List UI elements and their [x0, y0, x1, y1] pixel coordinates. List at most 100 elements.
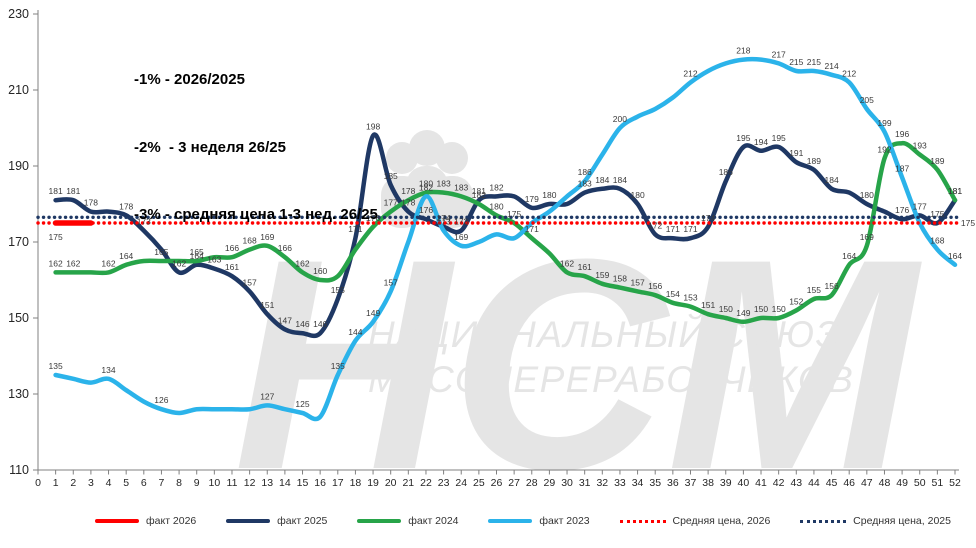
- data-label: 169: [260, 232, 274, 242]
- data-label: 165: [154, 247, 168, 257]
- x-tick-label: 48: [879, 477, 891, 489]
- data-label: 171: [666, 224, 680, 234]
- x-tick-label: 25: [473, 477, 485, 489]
- x-tick-label: 13: [261, 477, 273, 489]
- data-label: 179: [525, 194, 539, 204]
- data-label: 168: [243, 236, 257, 246]
- data-label: 127: [260, 391, 274, 401]
- x-tick-label: 28: [526, 477, 538, 489]
- x-tick-label: 18: [350, 477, 362, 489]
- data-label: 157: [243, 277, 257, 287]
- data-label: 198: [366, 122, 380, 132]
- y-tick-label: 130: [8, 387, 29, 401]
- data-label: 212: [842, 68, 856, 78]
- data-label: 175: [961, 218, 975, 228]
- y-tick-label: 110: [9, 463, 29, 477]
- x-tick-label: 8: [176, 477, 182, 489]
- data-label: 164: [119, 251, 133, 261]
- x-tick-label: 11: [227, 477, 238, 489]
- data-label: 185: [384, 171, 398, 181]
- series-line-1: [53, 132, 958, 339]
- data-label: 157: [631, 277, 645, 287]
- data-label: 182: [472, 190, 486, 200]
- series-line-2: [53, 140, 958, 325]
- x-tick-label: 22: [420, 477, 432, 489]
- annotation-block: -1% - 2026/2025 -2% - 3 неделя 26/25 -3%…: [134, 24, 378, 272]
- x-tick-label: 51: [932, 477, 944, 489]
- data-label: 180: [419, 179, 433, 189]
- data-label: 173: [437, 217, 451, 227]
- x-tick-label: 7: [159, 477, 165, 489]
- x-tick-label: 27: [508, 477, 520, 489]
- annotation-line-3: -3% - средняя цена 1-3 нед. 26/25: [134, 206, 378, 223]
- x-tick-label: 3: [88, 477, 94, 489]
- data-label: 166: [225, 243, 239, 253]
- legend-item-4: Средняя цена, 2026: [619, 515, 771, 527]
- data-label: 135: [49, 361, 63, 371]
- data-label: 215: [807, 57, 821, 67]
- legend-label: факт 2025: [277, 515, 328, 527]
- x-tick-label: 29: [544, 477, 556, 489]
- data-label: 178: [401, 198, 415, 208]
- data-label: 151: [701, 300, 715, 310]
- x-tick-label: 46: [843, 477, 855, 489]
- legend-item-2: факт 2024: [357, 515, 459, 527]
- x-tick-label: 19: [367, 477, 379, 489]
- data-label: 161: [578, 262, 592, 272]
- data-label: 135: [331, 361, 345, 371]
- data-label: 178: [401, 186, 415, 196]
- legend-swatch-dotted: [619, 519, 666, 523]
- data-label: 164: [948, 251, 962, 261]
- x-tick-label: 32: [596, 477, 608, 489]
- data-label: 155: [807, 285, 821, 295]
- data-label: 160: [313, 266, 327, 276]
- x-tick-label: 20: [385, 477, 397, 489]
- x-tick-label: 44: [808, 477, 820, 489]
- x-tick-label: 38: [702, 477, 714, 489]
- x-tick-label: 34: [632, 477, 644, 489]
- legend-swatch-solid: [226, 518, 271, 524]
- data-label: 178: [119, 201, 133, 211]
- x-tick-label: 10: [209, 477, 221, 489]
- x-tick-label: 39: [720, 477, 732, 489]
- data-label: 162: [66, 258, 80, 268]
- data-label: 175: [507, 209, 521, 219]
- data-label: 176: [895, 205, 909, 215]
- data-label: 177: [384, 198, 398, 208]
- data-label: 156: [648, 281, 662, 291]
- data-label: 164: [842, 251, 856, 261]
- y-tick-label: 230: [8, 7, 29, 21]
- data-label: 181: [948, 186, 962, 196]
- data-label: 162: [560, 258, 574, 268]
- data-label: 154: [666, 289, 680, 299]
- axes: [33, 10, 959, 475]
- legend-label: факт 2023: [539, 515, 590, 527]
- annotation-line-1: -1% - 2026/2025: [134, 71, 245, 88]
- data-label: 182: [419, 182, 433, 192]
- data-label: 173: [454, 217, 468, 227]
- data-label: 184: [595, 175, 609, 185]
- data-label: 173: [137, 217, 151, 227]
- y-tick-label: 190: [8, 159, 29, 173]
- x-tick-label: 15: [297, 477, 309, 489]
- data-label: 181: [948, 186, 962, 196]
- data-label: 214: [825, 61, 839, 71]
- data-label: 171: [683, 224, 697, 234]
- x-tick-label: 5: [123, 477, 129, 489]
- data-label: 162: [49, 258, 63, 268]
- legend-item-5: Средняя цена, 2025: [800, 515, 951, 527]
- x-tick-label: 24: [455, 477, 467, 489]
- x-tick-label: 17: [332, 477, 344, 489]
- annotation-line-2: -2% - 3 неделя 26/25: [134, 138, 286, 156]
- x-tick-label: 9: [194, 477, 200, 489]
- x-tick-label: 31: [579, 477, 591, 489]
- legend-label: Средняя цена, 2026: [672, 515, 771, 527]
- data-label: 180: [542, 190, 556, 200]
- x-tick-label: 37: [685, 477, 697, 489]
- data-label: 194: [754, 137, 768, 147]
- chart-legend: факт 2026 факт 2025 факт 2024 факт 2023 Сред…: [95, 509, 951, 533]
- data-label: 212: [683, 68, 697, 78]
